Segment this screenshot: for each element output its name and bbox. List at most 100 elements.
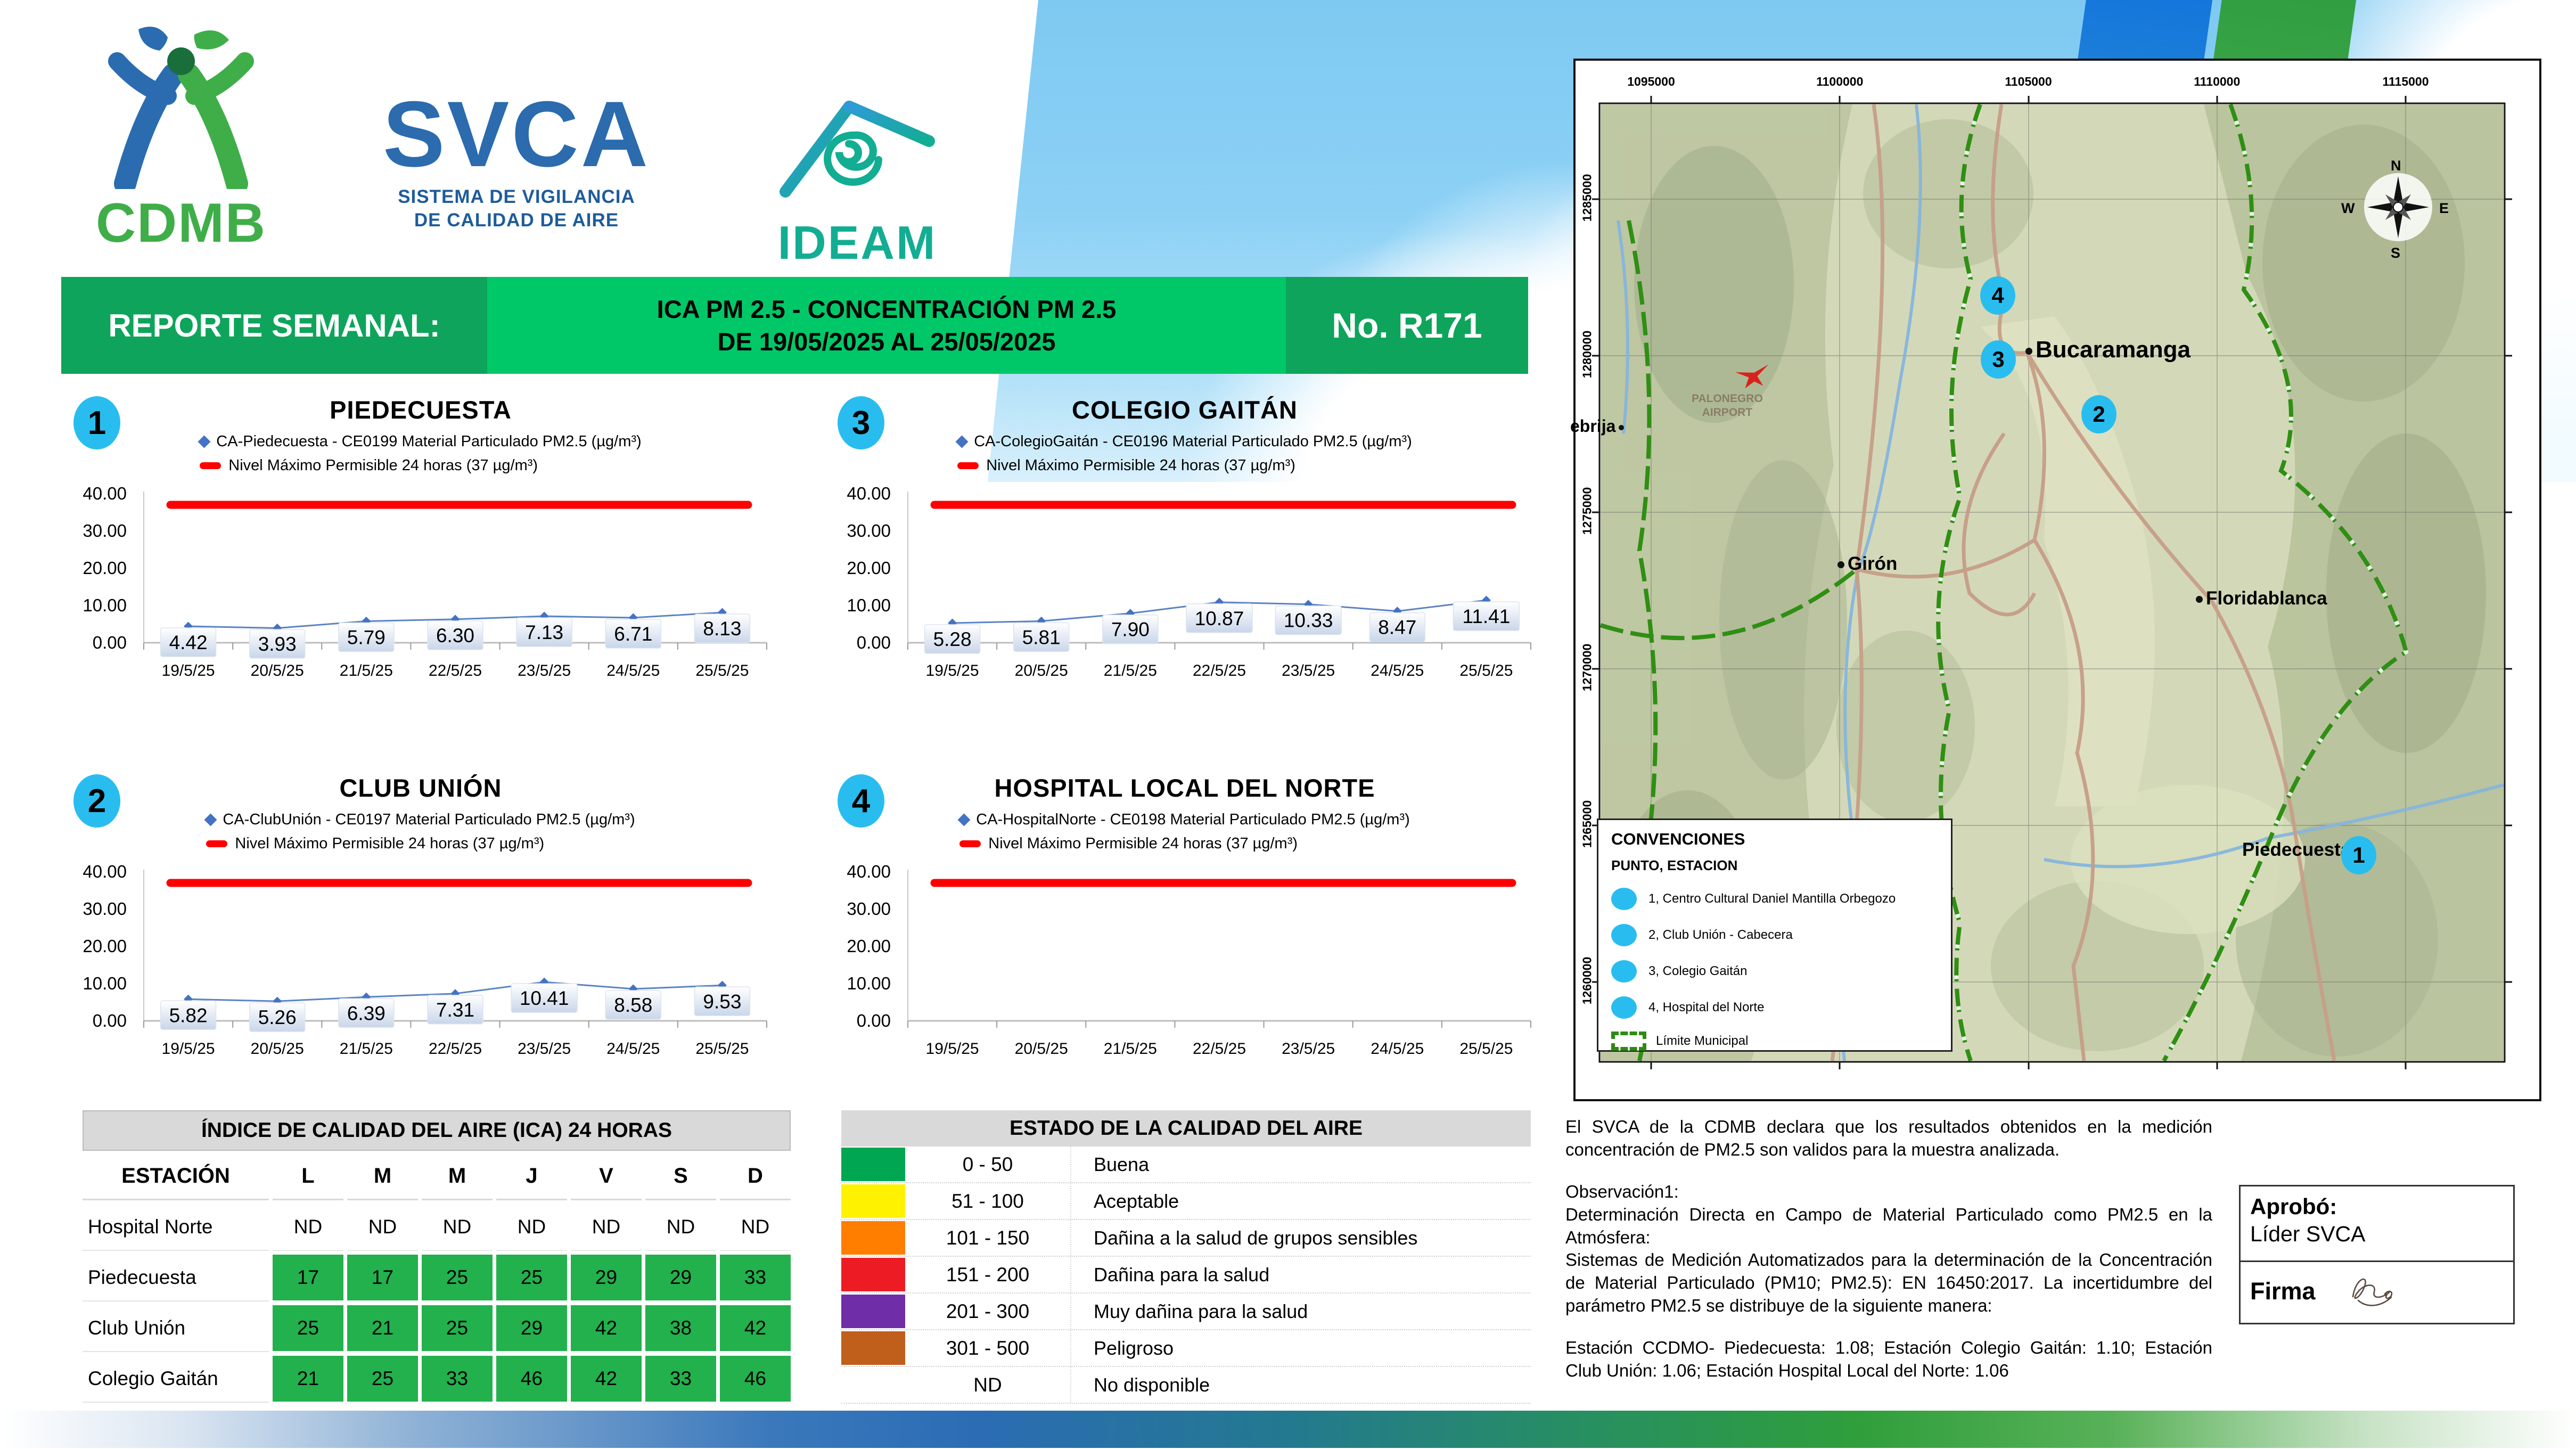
svg-text:5.26: 5.26 [258,1006,297,1028]
svg-text:7.31: 7.31 [436,999,474,1021]
ica-table-grid: ESTACIÓN L M M J V S D Hospital Norte ND ND ND ND ND N… [83,1153,791,1403]
chart-title: HOSPITAL LOCAL DEL NORTE [994,774,1375,802]
ica-column-header: M [422,1153,493,1200]
label-bucaramanga: Bucaramanga [2025,337,2191,363]
svg-text:10.41: 10.41 [520,987,569,1009]
svg-text:23/5/25: 23/5/25 [518,1040,571,1058]
line-chart: 40.00 30.00 20.00 10.00 0.00 4.42 3.93 5.79 6.30… [83,484,767,680]
chart-legend: CA-Piedecuesta - CE0199 Material Particu… [198,430,642,478]
declaration-paragraph: El SVCA de la CDMB declara que los resul… [1565,1117,2212,1159]
banner-report-label: REPORTE SEMANAL: [61,277,487,374]
ica-value-cell: ND [422,1204,493,1251]
chart-legend: CA-ColegioGaitán - CE0196 Material Parti… [955,430,1412,478]
declaration-notes: El SVCA de la CDMB declara que los resul… [1565,1116,2212,1382]
estado-row: 0 - 50 Buena [841,1147,1531,1183]
label-palonegro-airport: PALONEGRO AIRPORT [1692,392,1763,419]
limit-legend-label: Nivel Máximo Permisible 24 horas (37 µg/… [988,834,1298,852]
svg-text:10.00: 10.00 [83,595,127,615]
series-legend-label: CA-Piedecuesta - CE0199 Material Particu… [216,433,642,450]
banner-title: ICA PM 2.5 - CONCENTRACIÓN PM 2.5 DE 19/… [487,277,1286,374]
ica-value-cell: 29 [645,1255,716,1300]
svg-text:21/5/25: 21/5/25 [1104,662,1157,680]
map-x-tick: 1100000 [1816,75,1864,88]
ica-table: ÍNDICE DE CALIDAD DEL AIRE (ICA) 24 HORA… [83,1110,791,1403]
svg-text:6.30: 6.30 [436,625,474,646]
svg-text:4.42: 4.42 [169,632,208,653]
chart-title: CLUB UNIÓN [339,774,502,802]
estado-color-swatch [841,1258,905,1291]
svg-text:20.00: 20.00 [83,936,127,956]
svg-text:30.00: 30.00 [847,899,891,919]
svg-text:5.28: 5.28 [933,628,972,650]
observation-2: Sistemas de Medición Automatizados para … [1565,1250,2212,1316]
svg-text:11.41: 11.41 [1462,605,1510,627]
svg-text:19/5/25: 19/5/25 [926,662,979,680]
svg-text:0.00: 0.00 [93,1011,127,1030]
station-location-map: 1095000 1100000 1105000 1110000 1115000 1285… [1570,59,2541,1101]
svg-text:20/5/25: 20/5/25 [251,1040,304,1058]
ica-value-cell: ND [273,1204,343,1251]
svg-text:40.00: 40.00 [83,484,127,503]
badge-number: 1 [87,404,106,441]
badge-number: 4 [851,782,871,820]
ica-column-header: V [571,1153,642,1200]
svg-text:0.00: 0.00 [93,633,127,652]
svg-text:40.00: 40.00 [83,862,127,881]
svg-text:21/5/25: 21/5/25 [340,662,393,680]
limit-line-icon [959,840,981,847]
cdmb-logo: CDMB [69,24,293,254]
svg-text:10.87: 10.87 [1195,608,1244,629]
station-number-badge: 1 [73,396,120,449]
svg-text:30.00: 30.00 [83,899,127,919]
svca-logo: SVCA SISTEMA DE VIGILANCIA DE CALIDAD DE… [346,88,687,232]
ica-value-cell: 38 [645,1305,716,1351]
estado-range: 51 - 100 [951,1190,1024,1212]
svg-text:19/5/25: 19/5/25 [162,1040,215,1058]
series-marker-icon [957,813,971,826]
legend-subtitle: PUNTO, ESTACION [1611,857,1738,873]
svg-text:19/5/25: 19/5/25 [926,1040,979,1058]
svg-text:20.00: 20.00 [847,558,891,578]
ica-column-header: D [720,1153,791,1200]
limit-legend-label: Nivel Máximo Permisible 24 horas (37 µg/… [228,456,538,474]
svg-text:0.00: 0.00 [857,633,891,652]
series-legend-label: CA-HospitalNorte - CE0198 Material Parti… [976,811,1410,828]
map-x-tick: 1095000 [1627,75,1675,88]
marker-number: 1 [2352,842,2365,867]
svg-text:23/5/25: 23/5/25 [1282,1040,1335,1058]
firma-label: Firma [2250,1278,2316,1305]
estado-label: Buena [1070,1147,1531,1182]
marker-number: 3 [1992,347,2005,372]
city-dot [2025,347,2032,355]
series-legend-label: CA-ClubUnión - CE0197 Material Particula… [223,811,635,828]
estado-color-swatch [841,1331,905,1365]
estado-row: ND No disponible [841,1367,1531,1404]
ica-value-cell: 29 [496,1305,567,1351]
estado-label: Dañina a la salud de grupos sensibles [1070,1220,1531,1256]
limite-label: Límite Municipal [1656,1034,1749,1048]
legend-item-label: 1, Centro Cultural Daniel Mantilla Orbeg… [1648,891,1896,906]
compass-w: W [2341,200,2355,216]
city-dot [2196,596,2203,603]
line-chart: 40.00 30.00 20.00 10.00 0.00 5.28 5.81 7.90 10.8… [847,484,1531,680]
estado-label: Peligroso [1070,1330,1531,1366]
map-x-tick: 1115000 [2382,75,2429,88]
svg-text:7.90: 7.90 [1111,619,1150,641]
svg-text:8.13: 8.13 [703,618,741,640]
svg-text:22/5/25: 22/5/25 [429,662,482,680]
estado-range: 201 - 300 [946,1300,1030,1322]
label-piedecuesta: Piedecuesta [2242,839,2351,860]
estado-label: No disponible [1070,1367,1531,1403]
ica-station-name: Hospital Norte [83,1204,269,1251]
ica-column-header: ESTACIÓN [83,1153,269,1200]
limit-legend-label: Nivel Máximo Permisible 24 horas (37 µg/… [235,834,545,852]
line-chart: 40.00 30.00 20.00 10.00 0.00 19/5/25 20/5/25 21… [847,862,1531,1058]
svg-text:23/5/25: 23/5/25 [518,662,571,680]
banner-title-line1: ICA PM 2.5 - CONCENTRACIÓN PM 2.5 [657,294,1117,323]
ica-value-cell: 46 [720,1356,791,1402]
estado-color-swatch [841,1184,905,1218]
ica-value-cell: ND [645,1204,716,1251]
ica-column-header: L [273,1153,343,1200]
ideam-logo: IDEAM [761,91,953,270]
